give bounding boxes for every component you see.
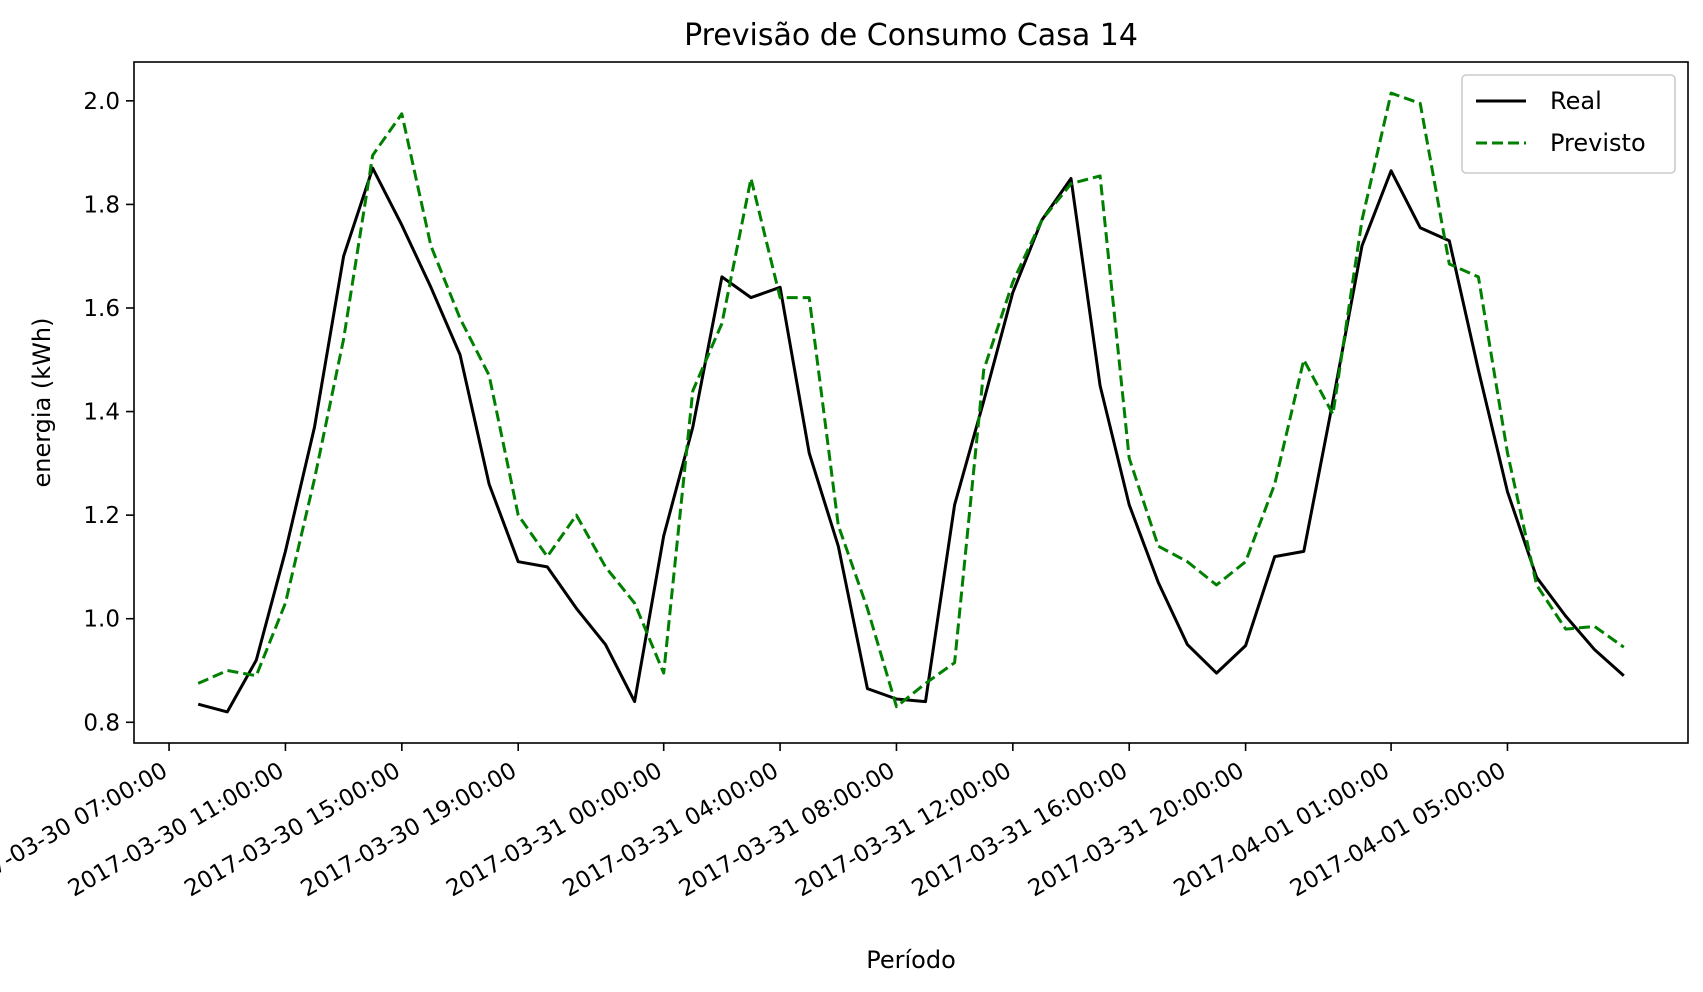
legend: Real Previsto	[1461, 74, 1676, 174]
legend-label-previsto: Previsto	[1550, 129, 1646, 157]
y-tick-label: 1.8	[83, 192, 120, 218]
y-axis: 0.8 1.0 1.2 1.4 1.6 1.8 2.0	[83, 89, 134, 736]
y-tick-label: 1.2	[83, 503, 120, 529]
y-tick-label: 1.4	[83, 400, 120, 426]
legend-label-real: Real	[1550, 87, 1602, 115]
y-tick-label: 1.0	[83, 607, 120, 633]
series-line-real	[197, 166, 1625, 714]
y-tick-label: 1.6	[83, 296, 120, 322]
plot-area	[133, 61, 1689, 744]
y-tick-label: 2.0	[83, 89, 120, 115]
x-axis-label: Período	[866, 946, 956, 974]
y-axis-label: energia (kWh)	[28, 318, 56, 488]
chart-title: Previsão de Consumo Casa 14	[684, 18, 1138, 53]
series-line-previsto	[197, 91, 1625, 709]
y-tick-label: 0.8	[83, 710, 120, 736]
series-layer	[197, 91, 1625, 714]
